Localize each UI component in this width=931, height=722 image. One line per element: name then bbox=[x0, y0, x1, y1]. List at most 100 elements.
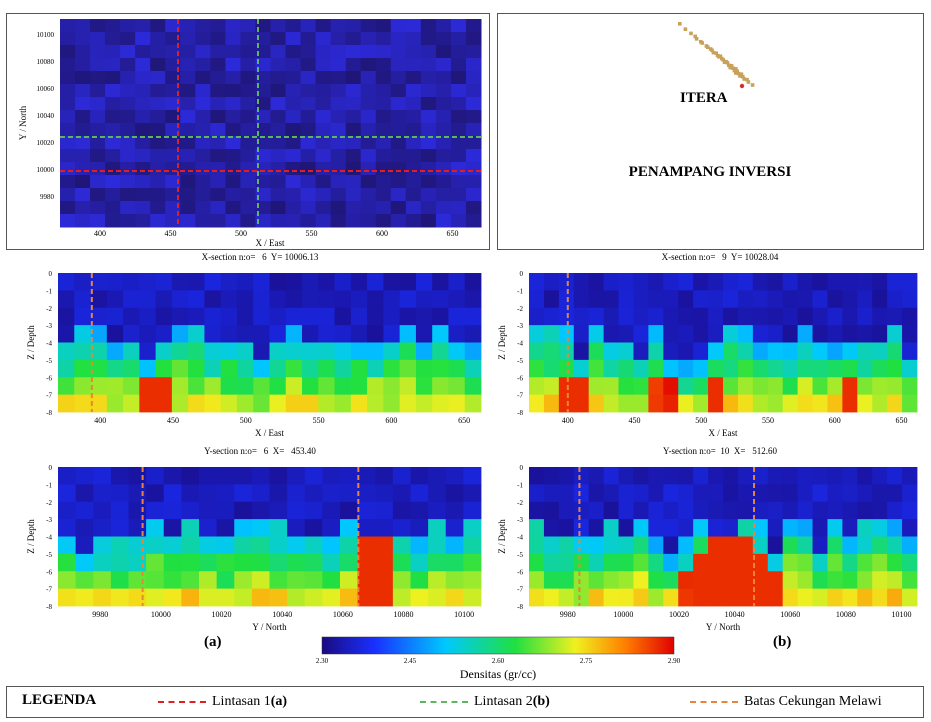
map-cell bbox=[225, 201, 241, 215]
section-cell bbox=[573, 377, 590, 396]
section-cell bbox=[573, 553, 590, 572]
map-cell bbox=[180, 201, 196, 215]
section-cell bbox=[302, 325, 319, 343]
map-cell bbox=[150, 175, 166, 189]
section-cell bbox=[123, 394, 140, 413]
section-cell bbox=[464, 290, 482, 309]
map-cell bbox=[360, 201, 377, 215]
logo-dot bbox=[746, 80, 751, 84]
map-cell bbox=[375, 32, 392, 46]
section-cell bbox=[340, 536, 359, 555]
section-cell bbox=[220, 307, 238, 326]
map-cell bbox=[450, 45, 467, 59]
section-cell bbox=[678, 290, 694, 309]
section-cell bbox=[678, 536, 694, 555]
section-cell bbox=[857, 359, 873, 378]
map-cell bbox=[300, 214, 317, 228]
section-cell bbox=[106, 377, 124, 396]
x-tick: 10060 bbox=[780, 610, 800, 619]
section-cell bbox=[188, 342, 205, 361]
map-cell bbox=[60, 97, 76, 111]
section-cell bbox=[887, 588, 903, 607]
logo-accent-dot bbox=[739, 83, 745, 89]
map-cell bbox=[240, 58, 256, 72]
section-cell bbox=[334, 377, 352, 396]
section-cell bbox=[432, 342, 449, 361]
section-cell bbox=[737, 394, 754, 413]
section-cell bbox=[782, 290, 799, 309]
section-cell bbox=[367, 273, 384, 291]
map-cell bbox=[195, 32, 211, 46]
section-cell bbox=[399, 394, 417, 413]
section-cell bbox=[334, 359, 352, 378]
map-cell bbox=[180, 149, 196, 163]
map-cell bbox=[165, 188, 181, 202]
section-cell bbox=[234, 588, 253, 607]
map-cell bbox=[180, 71, 196, 85]
section-cell bbox=[558, 273, 575, 291]
map-cell bbox=[300, 175, 317, 189]
section-cell bbox=[253, 325, 270, 343]
section-cell bbox=[74, 273, 91, 291]
section-cell bbox=[236, 342, 254, 361]
z-tick: -2 bbox=[46, 305, 52, 313]
section-cell bbox=[375, 501, 394, 520]
section-cell bbox=[767, 290, 784, 309]
section-cell bbox=[633, 377, 649, 396]
map-cell bbox=[330, 162, 347, 176]
map-cell bbox=[450, 214, 467, 228]
section-cell bbox=[216, 501, 235, 520]
section-cell bbox=[399, 342, 417, 361]
map-cell bbox=[390, 58, 407, 72]
x-tick: 9980 bbox=[92, 610, 108, 619]
section-cell bbox=[428, 571, 447, 590]
section-cell bbox=[181, 571, 200, 590]
section-xlabel: Y / North bbox=[252, 622, 287, 632]
section-cell bbox=[797, 536, 813, 555]
map-cell bbox=[315, 123, 332, 137]
section-cell bbox=[334, 325, 352, 343]
section-cell bbox=[464, 342, 482, 361]
map-cells bbox=[60, 19, 482, 228]
section-cell bbox=[752, 553, 769, 572]
section-cell bbox=[287, 484, 306, 503]
section-cell bbox=[902, 588, 918, 607]
x-tick: 500 bbox=[240, 416, 252, 425]
section-cell bbox=[285, 325, 303, 343]
map-cell bbox=[255, 97, 271, 111]
section-cell bbox=[543, 359, 560, 378]
section-cell bbox=[887, 484, 903, 503]
section-cell bbox=[415, 342, 433, 361]
map-cell bbox=[270, 123, 287, 137]
map-cell bbox=[465, 201, 482, 215]
section-cell bbox=[269, 467, 288, 485]
map-cell bbox=[450, 84, 467, 98]
map-cell bbox=[135, 45, 151, 59]
section-cell bbox=[812, 501, 828, 520]
section-cell bbox=[573, 325, 590, 343]
section-cell bbox=[737, 377, 754, 396]
section-cell bbox=[251, 553, 270, 572]
section-cell bbox=[128, 519, 147, 537]
z-tick: -5 bbox=[46, 551, 52, 559]
z-tick: -6 bbox=[517, 568, 523, 576]
map-cell bbox=[330, 19, 347, 33]
section-cell bbox=[782, 484, 799, 503]
section-cell bbox=[163, 588, 182, 607]
map-cell bbox=[345, 32, 362, 46]
z-tick: -1 bbox=[517, 287, 523, 295]
logo-dot bbox=[714, 51, 718, 55]
x-tick: 650 bbox=[458, 416, 470, 425]
map-cell bbox=[360, 45, 377, 59]
map-cell bbox=[150, 84, 166, 98]
map-cell bbox=[315, 19, 332, 33]
section-cell bbox=[58, 377, 75, 396]
map-cell bbox=[360, 32, 377, 46]
map-cell bbox=[150, 188, 166, 202]
logo-dot bbox=[725, 61, 730, 65]
section-cell bbox=[558, 467, 575, 485]
map-cell bbox=[420, 149, 437, 163]
section-cell bbox=[269, 342, 287, 361]
section-cell bbox=[782, 394, 799, 413]
x-tick: 550 bbox=[762, 416, 774, 425]
